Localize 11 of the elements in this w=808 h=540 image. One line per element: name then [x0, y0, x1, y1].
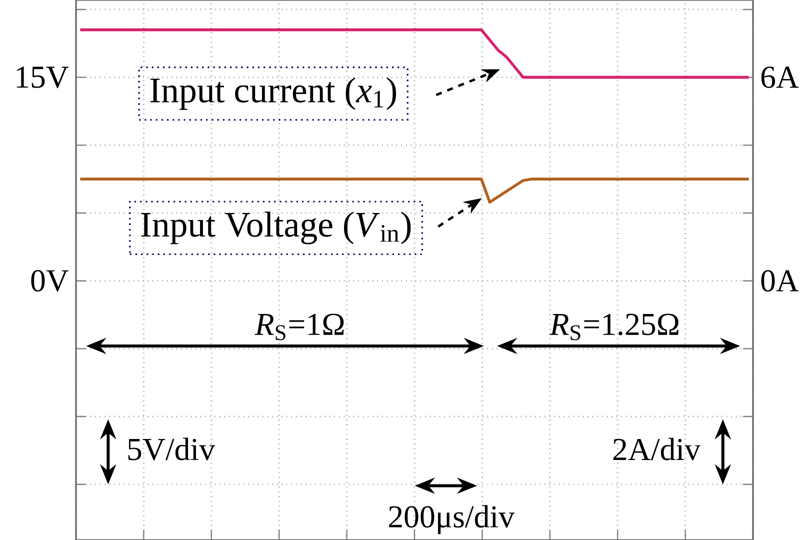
y2-tick-label: 0A — [761, 270, 799, 292]
annotation: R$_{S}$=1Ω — [254, 314, 344, 340]
y-tick-label: 15V — [16, 66, 69, 88]
y-tick-label: 0V — [31, 270, 69, 292]
annotation: 2A/div — [613, 438, 701, 460]
y2-tick-label: 6A — [761, 66, 799, 88]
annotation: Input Voltage (V$_{in}$) — [141, 212, 411, 244]
annotation: R$_{S}$=1.25Ω — [550, 314, 678, 340]
annotation: 200μs/div — [389, 505, 515, 534]
annotation: Input current (x$_{1}$) — [150, 77, 396, 110]
annotation: 5V/div — [128, 438, 216, 460]
